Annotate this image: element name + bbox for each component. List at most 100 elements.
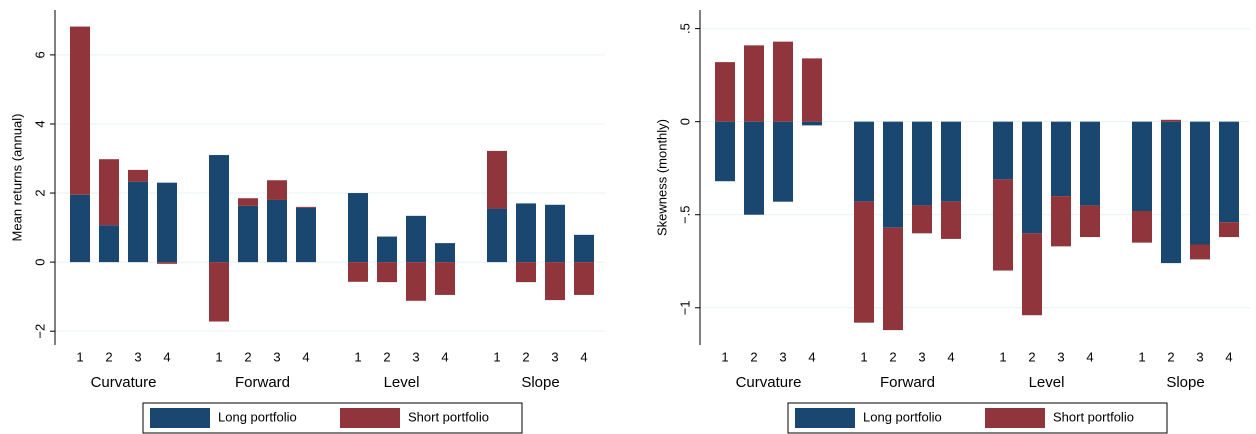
x-tick-label: 4: [1086, 349, 1093, 364]
x-tick-label: 4: [1225, 349, 1232, 364]
bar: [1080, 121, 1100, 206]
legend-swatch: [795, 408, 855, 428]
x-tick-label: 4: [163, 349, 170, 364]
bar: [883, 121, 903, 228]
bar: [744, 121, 764, 215]
bar: [941, 121, 961, 202]
bar: [773, 121, 793, 202]
bar: [574, 262, 594, 295]
bar: [296, 206, 316, 208]
y-axis-label: Mean returns (annual): [9, 114, 24, 242]
x-tick-label: 1: [999, 349, 1006, 364]
x-tick-label: 4: [441, 349, 448, 364]
group-label: Slope: [1166, 374, 1204, 391]
bar: [1219, 121, 1239, 223]
bar: [487, 150, 507, 209]
y-tick-label: .5: [677, 23, 692, 34]
bar: [238, 198, 258, 206]
bar: [574, 234, 594, 263]
bar: [238, 205, 258, 263]
bar: [209, 155, 229, 263]
bar: [1190, 121, 1210, 245]
y-tick-label: 6: [32, 51, 47, 58]
group-label: Level: [1029, 374, 1065, 391]
x-tick-label: 4: [302, 349, 309, 364]
legend-label: Short portfolio: [408, 409, 489, 424]
bar: [1080, 205, 1100, 238]
y-tick-label: −.5: [677, 206, 692, 224]
x-tick-label: 2: [105, 349, 112, 364]
bar: [435, 262, 455, 295]
bar: [1132, 211, 1152, 243]
bar: [99, 225, 119, 263]
x-tick-label: 3: [134, 349, 141, 364]
bar: [1219, 222, 1239, 238]
group-label: Forward: [235, 374, 290, 391]
y-tick-label: 0: [677, 118, 692, 125]
bar: [435, 243, 455, 263]
bar: [1051, 196, 1071, 247]
bar: [99, 159, 119, 226]
x-tick-label: 4: [580, 349, 587, 364]
x-tick-label: 1: [76, 349, 83, 364]
group-label: Forward: [880, 374, 935, 391]
bar: [993, 121, 1013, 180]
x-tick-label: 3: [551, 349, 558, 364]
bar: [406, 262, 426, 301]
bar: [941, 201, 961, 239]
x-tick-label: 3: [779, 349, 786, 364]
x-tick-label: 3: [1196, 349, 1203, 364]
x-tick-label: 2: [383, 349, 390, 364]
bar: [128, 169, 148, 182]
group-label: Curvature: [736, 374, 802, 391]
x-tick-label: 3: [1057, 349, 1064, 364]
y-tick-label: −1: [677, 300, 692, 315]
bar: [128, 181, 148, 263]
bar: [854, 121, 874, 202]
bar: [545, 262, 565, 301]
legend-label: Long portfolio: [863, 409, 942, 424]
y-tick-label: 4: [32, 120, 47, 127]
x-tick-label: 1: [721, 349, 728, 364]
legend-label: Long portfolio: [218, 409, 297, 424]
group-label: Slope: [521, 374, 559, 391]
bar: [715, 62, 735, 122]
bar: [854, 201, 874, 323]
bar: [70, 194, 90, 263]
bar: [545, 204, 565, 263]
x-tick-label: 2: [1167, 349, 1174, 364]
bar: [377, 236, 397, 263]
x-tick-label: 2: [1028, 349, 1035, 364]
bar: [348, 193, 368, 263]
bar: [516, 203, 536, 263]
bar: [70, 26, 90, 195]
bar: [267, 180, 287, 200]
y-tick-label: −2: [32, 324, 47, 339]
bar: [1190, 244, 1210, 260]
bar: [802, 121, 822, 126]
bar: [267, 199, 287, 263]
bar: [1022, 233, 1042, 316]
x-tick-label: 1: [1138, 349, 1145, 364]
y-tick-label: 2: [32, 189, 47, 196]
x-tick-label: 2: [750, 349, 757, 364]
legend-swatch: [150, 408, 210, 428]
bar: [377, 262, 397, 283]
bar: [1051, 121, 1071, 197]
x-tick-label: 4: [808, 349, 815, 364]
bar: [406, 215, 426, 263]
x-tick-label: 4: [947, 349, 954, 364]
bar: [773, 41, 793, 122]
legend-label: Short portfolio: [1053, 409, 1134, 424]
x-tick-label: 2: [244, 349, 251, 364]
bar: [516, 262, 536, 283]
bar: [296, 207, 316, 263]
bar: [1161, 121, 1181, 264]
bar: [802, 58, 822, 122]
bar: [1022, 121, 1042, 234]
bar: [912, 205, 932, 234]
group-label: Level: [384, 374, 420, 391]
legend-swatch: [985, 408, 1045, 428]
bar: [487, 208, 507, 263]
